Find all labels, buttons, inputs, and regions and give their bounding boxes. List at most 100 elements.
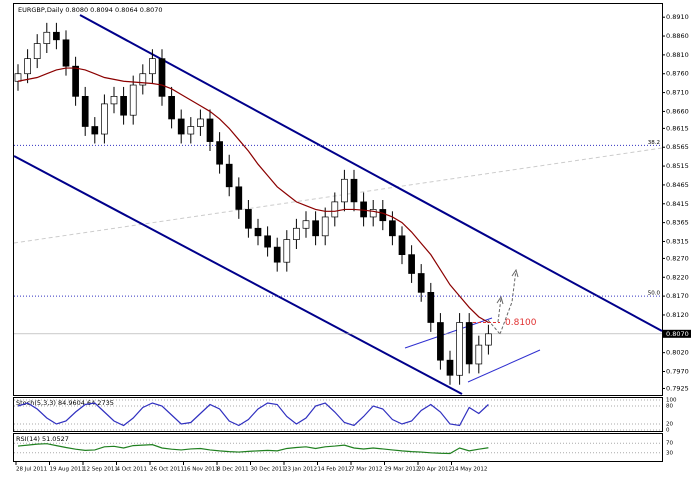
stoch-line	[17, 402, 489, 427]
x-tick-label: 19 Aug 2011	[50, 467, 85, 473]
x-tick-label: 14 May 2012	[452, 467, 488, 473]
x-tick-label: 30 Dec 2011	[251, 467, 286, 473]
annotation-label: 0.8100	[505, 318, 537, 328]
stoch-panel	[13, 397, 663, 432]
candle-body	[475, 344, 483, 365]
candle-body	[158, 58, 166, 97]
y-tick-label: 0.8810	[666, 51, 689, 59]
arrow-head	[496, 268, 519, 305]
x-tick-label: 14 Feb 2012	[318, 467, 352, 473]
y-tick-label: 0.8910	[666, 13, 689, 21]
fib-level-label: 50.0	[648, 291, 661, 297]
candle-body	[62, 39, 70, 67]
fib-level-label: 38.2	[648, 140, 660, 146]
sub-tick-label: 70	[666, 441, 673, 447]
y-tick-label: 0.8220	[666, 273, 689, 281]
y-tick-label: 0.8170	[666, 292, 689, 300]
sub-tick-label: 30	[666, 450, 673, 456]
candle-body	[120, 95, 127, 116]
candle-body	[427, 291, 435, 323]
candle-body	[417, 273, 425, 293]
projection-arrow	[487, 269, 517, 335]
candle-body	[302, 220, 310, 229]
candle-body	[485, 333, 492, 346]
candle-body	[129, 84, 137, 116]
y-tick-label: 0.7925	[666, 384, 689, 392]
candle-body	[293, 227, 300, 240]
candle-body	[235, 186, 243, 210]
y-tick-label: 0.8660	[666, 107, 689, 115]
candle-body	[197, 118, 204, 127]
candle-body	[245, 209, 252, 229]
rsi-line	[17, 443, 489, 455]
candle-body	[254, 227, 262, 237]
x-tick-label: 26 Oct 2011	[150, 467, 184, 473]
candle-body	[187, 126, 195, 135]
candle-body	[110, 95, 118, 105]
candle-body	[43, 31, 51, 44]
channel-upper	[79, 14, 663, 332]
y-tick-label: 0.8315	[666, 237, 689, 245]
sub-tick-label: 100	[666, 398, 677, 404]
stoch-title: Stoch(5,3,3) 84.9604 64.2735	[16, 399, 114, 407]
x-tick-label: 8 Dec 2011	[217, 467, 249, 473]
y-tick-label: 0.8270	[666, 254, 689, 262]
y-tick-label: 0.8860	[666, 32, 689, 40]
y-tick-label: 0.8565	[666, 143, 689, 151]
candle-body	[177, 118, 185, 135]
candle-body	[465, 322, 473, 365]
y-tick-label: 0.8365	[666, 219, 689, 227]
y-tick-label: 0.8615	[666, 124, 689, 132]
wedge-lower	[467, 349, 541, 383]
candle-body	[206, 118, 214, 142]
candle-body	[72, 65, 79, 97]
candle-body	[389, 220, 396, 237]
candle-body	[283, 239, 291, 263]
candle-body	[168, 95, 175, 120]
candle-body	[24, 58, 31, 75]
candle-body	[101, 103, 108, 135]
candle-body	[379, 209, 387, 222]
sub-tick-label: 0	[666, 428, 670, 434]
candle-body	[91, 126, 99, 135]
y-tick-label: 0.7970	[666, 368, 689, 376]
y-tick-label: 0.8020	[666, 349, 689, 357]
candle-body	[456, 322, 463, 376]
candle-body	[408, 254, 415, 274]
candle-body	[81, 95, 89, 127]
rsi-title: RSI(14) 51.0527	[16, 435, 69, 443]
last-price-label: 0.8070	[666, 330, 689, 338]
sub-tick-label: 80	[666, 404, 673, 410]
x-tick-label: 12 Sep 2011	[83, 467, 118, 473]
y-tick-label: 0.8760	[666, 70, 689, 78]
wedge-upper	[404, 317, 493, 349]
candle-body	[350, 178, 358, 203]
candle-body	[437, 322, 444, 361]
candle-body	[225, 163, 233, 188]
last-price-box	[663, 329, 691, 338]
candle-body	[216, 141, 223, 165]
candle-body	[312, 220, 319, 237]
x-tick-label: 4 Oct 2011	[117, 467, 148, 473]
rsi-panel	[13, 433, 663, 462]
moving-average	[17, 67, 489, 324]
y-tick-label: 0.8710	[666, 89, 689, 97]
candle-body	[53, 31, 60, 41]
candle-body	[331, 201, 339, 218]
candle-body	[341, 178, 348, 203]
candle-body	[33, 43, 41, 60]
candle-body	[369, 209, 377, 218]
projection-arrow	[497, 297, 502, 323]
sub-tick-label: 20	[666, 422, 673, 428]
x-tick-label: 23 Jan 2012	[284, 467, 317, 473]
candle-body	[14, 73, 22, 82]
x-tick-label: 7 Mar 2012	[351, 467, 382, 473]
candle-body	[321, 216, 329, 237]
y-tick-label: 0.8515	[666, 162, 689, 170]
y-tick-label: 0.8415	[666, 200, 689, 208]
x-tick-label: 16 Nov 2011	[184, 467, 219, 473]
channel-lower	[13, 155, 463, 395]
candle-body	[149, 58, 156, 75]
